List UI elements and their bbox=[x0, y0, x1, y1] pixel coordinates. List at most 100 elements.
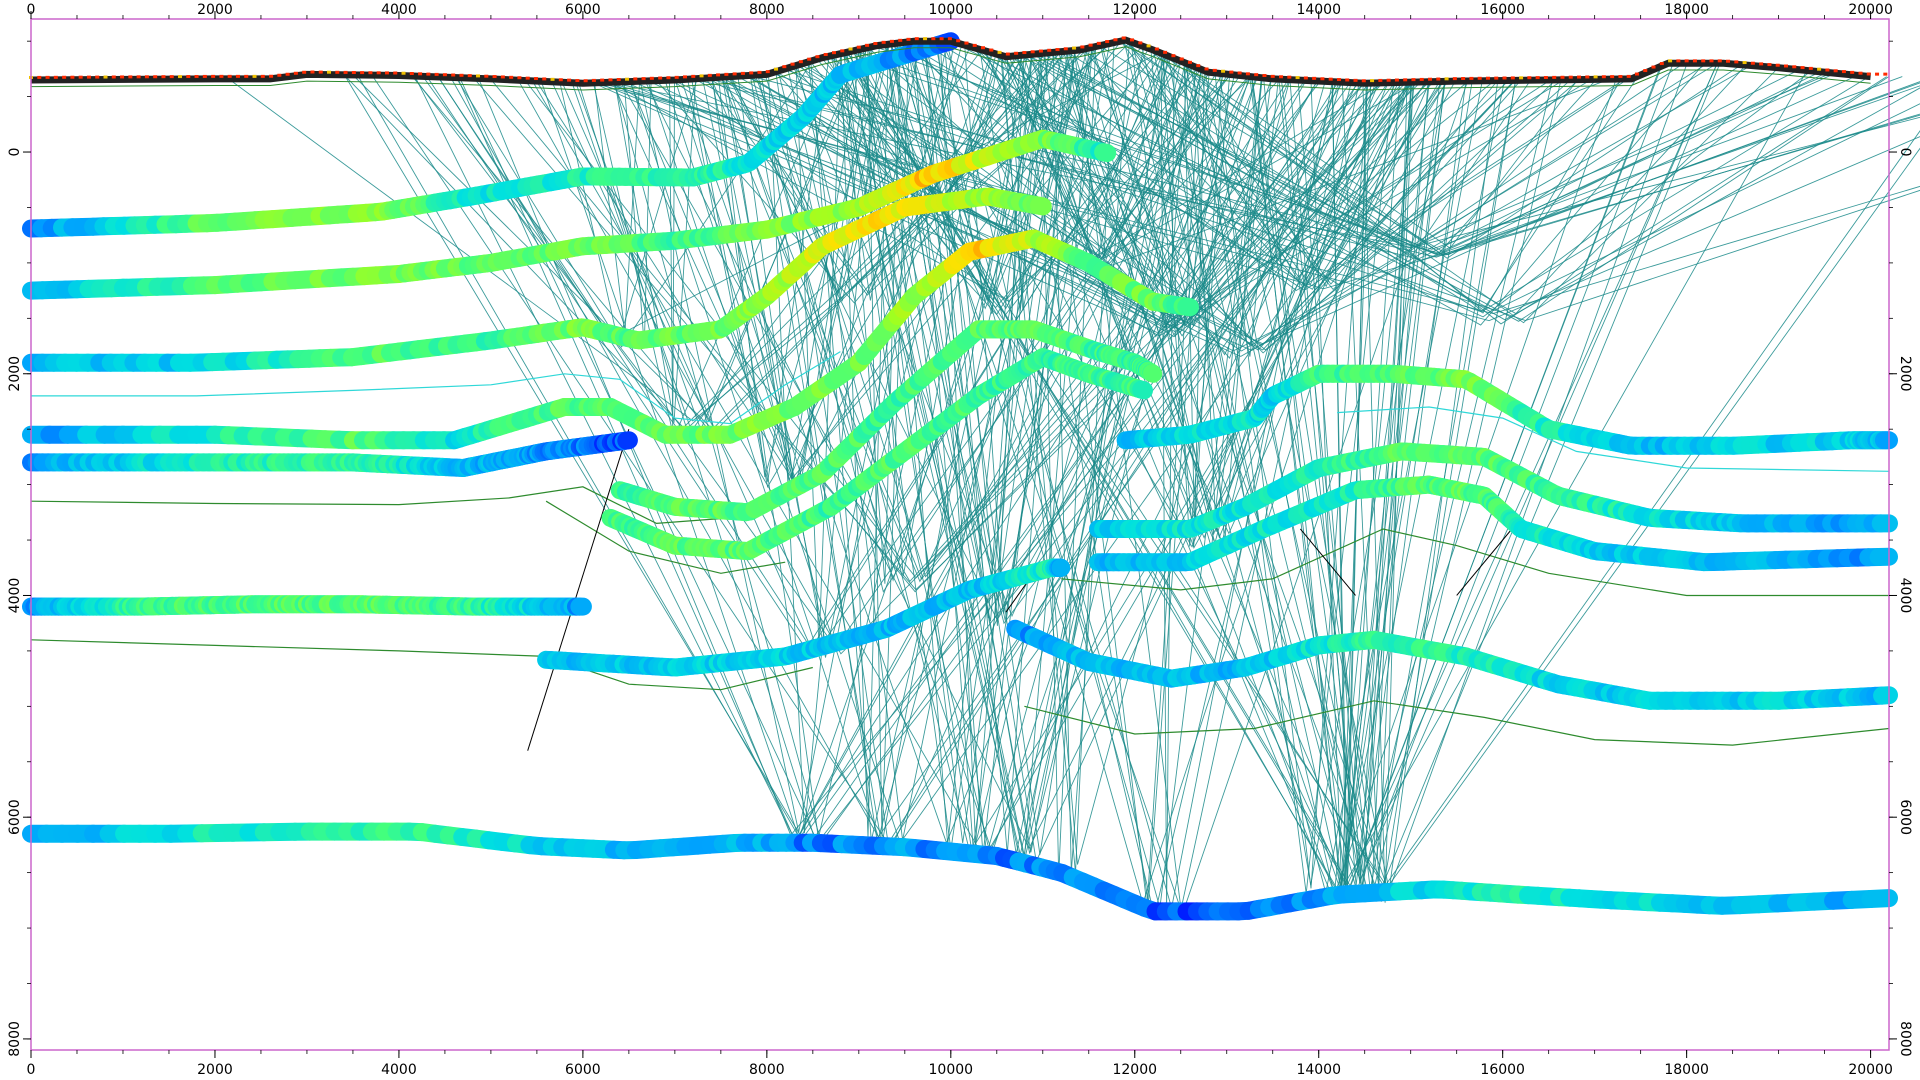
ray-path-1-58 bbox=[1057, 51, 1410, 539]
shot-marker bbox=[1187, 60, 1192, 64]
band-segment-5-159 bbox=[1143, 364, 1163, 383]
shot-marker bbox=[1634, 72, 1639, 76]
velocity-band-13 bbox=[22, 822, 1898, 921]
shot-marker bbox=[500, 75, 505, 79]
ray-path-0-4 bbox=[1160, 52, 1449, 287]
shot-marker bbox=[1088, 43, 1093, 47]
shot-marker bbox=[360, 71, 365, 75]
x-tick-label-bottom: 14000 bbox=[1296, 1062, 1341, 1078]
axes: 0 0 2000 2000 4000 4000 6000 6000 8000 8000 10000 1… bbox=[7, 2, 1913, 1078]
y-tick-label-left: 4000 bbox=[7, 578, 23, 614]
band-segment-6-159 bbox=[1132, 380, 1153, 400]
shot-marker bbox=[1328, 77, 1333, 81]
shot-marker bbox=[1452, 77, 1457, 81]
shot-marker bbox=[1254, 73, 1259, 77]
x-tick-label-top: 8000 bbox=[749, 2, 785, 18]
shot-marker bbox=[558, 78, 563, 82]
ray-path-1-87 bbox=[1167, 56, 1446, 885]
ray-path-1-52 bbox=[858, 49, 1413, 625]
x-tick-label-bottom: 10000 bbox=[929, 1062, 974, 1078]
shot-marker bbox=[1808, 66, 1813, 70]
shot-marker bbox=[856, 45, 861, 49]
shot-marker bbox=[384, 71, 389, 75]
shot-marker bbox=[393, 71, 398, 75]
shot-marker bbox=[269, 74, 274, 78]
shot-marker bbox=[1130, 38, 1135, 42]
shot-marker bbox=[442, 73, 447, 77]
shot-marker bbox=[931, 37, 936, 41]
ray-path-1-139 bbox=[1023, 54, 1456, 549]
y-tick-label-left: 6000 bbox=[7, 799, 23, 835]
shot-marker bbox=[699, 74, 704, 78]
shot-marker bbox=[37, 75, 42, 79]
shot-marker bbox=[997, 50, 1002, 54]
shot-marker bbox=[1080, 45, 1085, 49]
shot-marker bbox=[1279, 75, 1284, 79]
shot-marker bbox=[1179, 57, 1184, 61]
shot-marker bbox=[310, 70, 315, 74]
shot-marker bbox=[476, 74, 481, 78]
shot-marker bbox=[989, 48, 994, 52]
velocity-band-7 bbox=[1116, 364, 1898, 455]
shot-marker bbox=[625, 77, 630, 81]
shot-marker bbox=[1295, 76, 1300, 80]
shot-marker bbox=[1726, 59, 1731, 63]
shot-marker bbox=[1800, 66, 1805, 70]
shot-marker bbox=[62, 75, 67, 79]
ray-path-0-42 bbox=[614, 78, 697, 423]
plot-frame bbox=[30, 18, 1890, 1051]
shot-marker bbox=[807, 57, 812, 61]
shot-marker bbox=[840, 49, 845, 53]
x-tick-label-top: 12000 bbox=[1112, 2, 1157, 18]
x-tick-label-top: 10000 bbox=[929, 2, 974, 18]
shot-marker bbox=[1063, 47, 1068, 51]
shot-marker bbox=[376, 71, 381, 75]
shot-marker bbox=[45, 75, 50, 79]
shot-marker bbox=[1610, 75, 1615, 79]
shot-marker bbox=[831, 51, 836, 55]
shot-marker bbox=[509, 75, 514, 79]
shot-marker bbox=[1883, 72, 1888, 76]
shot-marker bbox=[1096, 41, 1101, 45]
shot-marker bbox=[1221, 69, 1226, 73]
shot-marker bbox=[244, 74, 249, 78]
shot-marker bbox=[1353, 78, 1358, 82]
ray-path-1-41 bbox=[1251, 76, 1412, 876]
shot-marker bbox=[451, 73, 456, 77]
shot-marker bbox=[426, 72, 431, 76]
shot-marker bbox=[666, 76, 671, 80]
shot-marker bbox=[1577, 75, 1582, 79]
x-tick-label-top: 20000 bbox=[1848, 2, 1893, 18]
ray-path-0-82 bbox=[632, 62, 1708, 351]
shot-marker bbox=[111, 75, 116, 79]
shot-marker bbox=[260, 74, 265, 78]
shot-marker bbox=[1643, 69, 1648, 73]
ray-path-1-53 bbox=[1214, 72, 1369, 889]
y-tick-label-right: 8000 bbox=[1897, 1021, 1913, 1057]
y-tick-label-right: 0 bbox=[1897, 148, 1913, 157]
x-tick-label-top: 0 bbox=[27, 2, 36, 18]
x-tick-label-bottom: 0 bbox=[27, 1062, 36, 1078]
shot-marker bbox=[1005, 52, 1010, 56]
shot-marker bbox=[1245, 72, 1250, 76]
ray-path-0-134 bbox=[867, 47, 1210, 258]
velocity-band-10 bbox=[22, 595, 592, 616]
shot-marker bbox=[600, 78, 605, 82]
shot-marker bbox=[277, 73, 282, 77]
shot-marker bbox=[128, 75, 133, 79]
shot-marker bbox=[749, 71, 754, 75]
ray-path-0-78 bbox=[717, 44, 889, 478]
ray-path-0-126 bbox=[976, 48, 1626, 292]
x-tick-label-bottom: 6000 bbox=[565, 1062, 601, 1078]
shot-marker bbox=[144, 75, 149, 79]
ray-path-1-69 bbox=[517, 79, 1407, 655]
ray-path-0-51 bbox=[1161, 53, 1498, 285]
ray-path-1-29 bbox=[793, 66, 1252, 618]
shot-marker bbox=[956, 39, 961, 43]
shot-marker bbox=[1436, 77, 1441, 81]
shot-marker bbox=[1485, 76, 1490, 80]
shot-marker bbox=[790, 62, 795, 66]
x-tick-label-top: 14000 bbox=[1296, 2, 1341, 18]
x-tick-label-bottom: 20000 bbox=[1848, 1062, 1893, 1078]
shot-marker bbox=[1378, 78, 1383, 82]
